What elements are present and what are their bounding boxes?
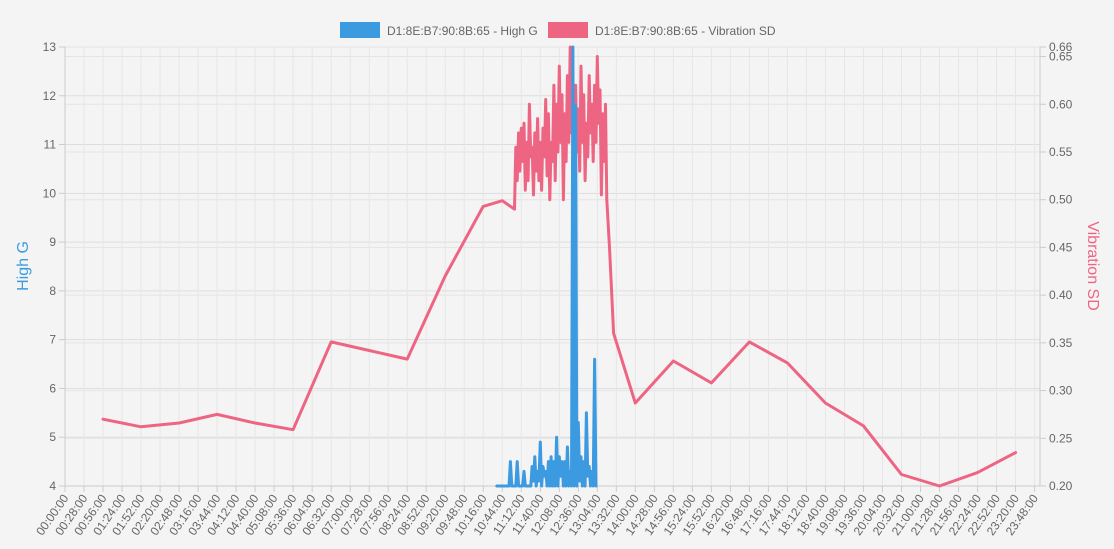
series-line-high-g xyxy=(495,45,598,488)
y-left-tick-label: 10 xyxy=(43,186,57,200)
y-left-axis: 4 5 6 7 8 9 10 11 12 13 xyxy=(43,40,65,493)
y-right-tick-label: 0.25 xyxy=(1049,431,1073,445)
y-right-axis-title: Vibration SD xyxy=(1084,221,1101,311)
y-left-tick-label: 8 xyxy=(49,284,56,298)
y-right-tick-label: 0.60 xyxy=(1049,97,1073,111)
legend-swatch-high-g[interactable] xyxy=(340,22,380,38)
y-right-tick-label: 0.20 xyxy=(1049,479,1073,493)
y-left-tick-label: 13 xyxy=(43,40,57,54)
y-left-tick-label: 6 xyxy=(49,381,56,395)
y-left-tick-label: 4 xyxy=(49,479,56,493)
y-right-tick-label: 0.55 xyxy=(1049,145,1073,159)
y-right-tick-label: 0.40 xyxy=(1049,288,1073,302)
y-left-tick-label: 5 xyxy=(49,430,56,444)
series xyxy=(101,45,1018,488)
legend[interactable]: D1:8E:B7:90:8B:65 - High G D1:8E:B7:90:8… xyxy=(340,22,776,38)
series-line-vibration-sd xyxy=(101,45,1018,488)
y-right-tick-label: 0.66 xyxy=(1049,40,1073,54)
y-left-tick-label: 11 xyxy=(44,138,57,152)
y-right-axis: 0.20 0.25 0.30 0.35 0.40 0.45 0.50 0.55 0.60 0.65… xyxy=(1040,40,1073,493)
grid xyxy=(64,46,1041,487)
y-right-tick-label: 0.35 xyxy=(1049,336,1073,350)
legend-label-high-g[interactable]: D1:8E:B7:90:8B:65 - High G xyxy=(387,24,538,38)
y-right-tick-label: 0.50 xyxy=(1049,193,1073,207)
y-right-tick-label: 0.30 xyxy=(1049,384,1073,398)
legend-swatch-vibration-sd[interactable] xyxy=(548,22,588,38)
y-left-tick-label: 7 xyxy=(49,333,56,347)
y-left-tick-label: 12 xyxy=(43,89,57,103)
y-left-axis-title: High G xyxy=(15,241,32,291)
y-right-tick-label: 0.45 xyxy=(1049,240,1073,254)
y-right-tick-label: 0.65 xyxy=(1049,50,1073,64)
x-axis: 00:00:0000:28:0000:56:0001:24:0001:52:00… xyxy=(33,486,1041,538)
legend-label-vibration-sd[interactable]: D1:8E:B7:90:8B:65 - Vibration SD xyxy=(595,24,776,38)
y-left-tick-label: 9 xyxy=(49,235,56,249)
